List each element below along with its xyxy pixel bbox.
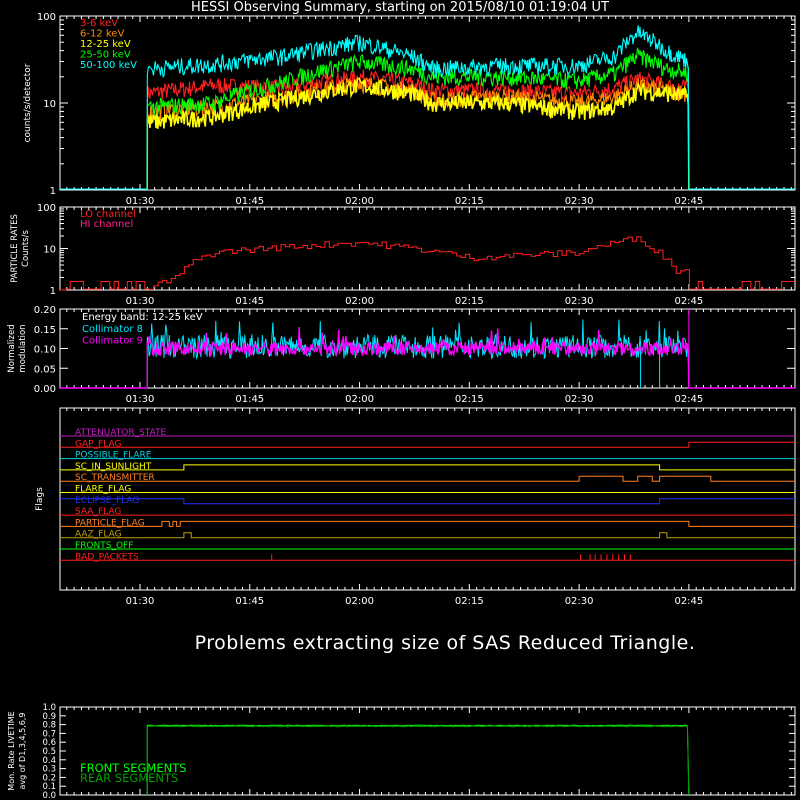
time-tick-label: 02:30 xyxy=(565,394,594,405)
legend-entry: FRONT SEGMENTS xyxy=(80,761,187,775)
time-tick-label: 02:45 xyxy=(674,196,703,207)
livetime-ylabel2: avg of D1,3,4,5,6,9 xyxy=(18,713,27,790)
count-rate-ytick-label: 10 xyxy=(43,99,56,110)
count-rate-ytick-label: 1 xyxy=(50,186,56,197)
time-tick-label: 02:45 xyxy=(674,596,703,607)
flag-label: FRONTS_OFF xyxy=(75,541,133,551)
time-tick-label: 01:45 xyxy=(235,596,264,607)
flag-line-gap-flag xyxy=(60,441,795,448)
time-tick-label: 01:30 xyxy=(126,296,155,307)
livetime-ytick-label: 0.4 xyxy=(42,756,56,766)
time-tick-label: 02:45 xyxy=(674,394,703,405)
time-tick-label: 02:00 xyxy=(345,394,374,405)
livetime-ytick-label: 0.0 xyxy=(42,791,56,800)
modulation-ytick-label: 0.10 xyxy=(34,345,56,356)
livetime-ytick-label: 0.9 xyxy=(42,712,56,722)
livetime-ytick-label: 0.7 xyxy=(42,729,56,739)
series-line-FRONT-SEGMENTS xyxy=(146,724,690,796)
particle-rate-ytick-label: 10 xyxy=(43,245,56,256)
livetime-ytick-label: 0.5 xyxy=(42,747,56,757)
flag-line-eclipse-flag xyxy=(60,498,795,505)
particle-rate-ylabel: PARTICLE RATES xyxy=(10,214,20,283)
livetime-ytick-label: 0.8 xyxy=(42,721,56,731)
flag-label: FLARE_FLAG xyxy=(75,485,131,495)
flag-line-sc-in-sunlight xyxy=(60,464,795,471)
flag-label: AAZ_FLAG xyxy=(75,530,122,540)
legend-entry: 25-50 keV xyxy=(80,50,131,61)
flag-label: ECLIPSE_FLAG xyxy=(75,496,139,506)
legend-entry: Collimator 8 xyxy=(82,324,143,335)
time-tick-label: 02:15 xyxy=(455,296,484,307)
time-tick-label: 01:45 xyxy=(235,296,264,307)
time-tick-label: 02:00 xyxy=(345,596,374,607)
series-line-Collimator-9 xyxy=(60,326,795,389)
flag-line-particle-flag xyxy=(60,520,795,527)
time-tick-label: 01:30 xyxy=(126,394,155,405)
particle-rate-ytick-label: 1 xyxy=(50,286,56,297)
legend-entry: REAR SEGMENTS xyxy=(80,771,178,785)
modulation-ytick-label: 0.15 xyxy=(34,325,56,336)
flag-label: SC_TRANSMITTER xyxy=(75,473,155,483)
time-tick-label: 01:30 xyxy=(126,196,155,207)
livetime-ylabel: Mon. Rate LIVETIME xyxy=(7,711,16,790)
flag-label: PARTICLE_FLAG xyxy=(75,518,145,528)
livetime-ytick-label: 0.3 xyxy=(42,765,56,775)
series-line-12-25-keV xyxy=(146,77,690,191)
livetime-ytick-label: 0.2 xyxy=(42,773,56,783)
particle-rate-ytick-label: 100 xyxy=(37,203,56,214)
modulation-ytick-label: 0.20 xyxy=(34,305,56,316)
livetime-ytick-label: 0.1 xyxy=(42,782,56,792)
legend-entry: 6-12 keV xyxy=(80,29,124,40)
series-line-LO-channel xyxy=(60,236,795,291)
legend-entry: 12-25 keV xyxy=(80,39,131,50)
livetime-ytick-label: 0.6 xyxy=(42,738,56,748)
time-tick-label: 01:45 xyxy=(235,394,264,405)
status-message: Problems extracting size of SAS Reduced … xyxy=(194,632,696,654)
time-tick-label: 02:15 xyxy=(455,394,484,405)
modulation-ylabel2: modulation xyxy=(18,324,28,372)
plot-title: HESSI Observing Summary, starting on 201… xyxy=(191,0,609,15)
flags-ylabel: Flags xyxy=(35,487,45,511)
time-tick-label: 01:45 xyxy=(235,196,264,207)
flag-label: ATTENUATOR_STATE xyxy=(75,428,167,438)
legend-entry: Collimator 9 xyxy=(82,336,143,347)
particle-rate-ylabel2: Counts/s xyxy=(21,229,31,267)
series-line-25-50-keV xyxy=(146,47,690,191)
flag-label: SAA_FLAG xyxy=(75,507,121,517)
flag-label: SC_IN_SUNLIGHT xyxy=(75,462,152,472)
time-tick-label: 02:15 xyxy=(455,196,484,207)
legend-entry: 3-6 keV xyxy=(80,18,118,29)
flag-label: GAP_FLAG xyxy=(75,439,121,449)
count-rate-ylabel: counts/s/detector xyxy=(23,63,33,142)
legend-entry: HI channel xyxy=(80,219,133,230)
time-tick-label: 02:00 xyxy=(345,196,374,207)
series-line-Collimator-8 xyxy=(60,319,795,389)
modulation-ytick-label: 0.05 xyxy=(34,364,56,375)
time-tick-label: 01:30 xyxy=(126,596,155,607)
time-tick-label: 02:30 xyxy=(565,196,594,207)
flag-label: POSSIBLE_FLARE xyxy=(75,451,152,461)
time-tick-label: 02:15 xyxy=(455,596,484,607)
flag-line-aaz-flag xyxy=(60,532,795,539)
modulation-annotation: Energy band: 12-25 keV xyxy=(82,312,203,323)
legend-entry: 50-100 keV xyxy=(80,60,137,71)
flag-line-sc-transmitter xyxy=(60,475,795,482)
flag-label: BAD_PACKETS xyxy=(75,552,139,562)
series-line-REAR-SEGMENTS xyxy=(146,725,690,796)
livetime-ytick-label: 1.0 xyxy=(42,703,56,713)
time-tick-label: 02:30 xyxy=(565,596,594,607)
modulation-ytick-label: 0.00 xyxy=(34,384,56,395)
time-tick-label: 02:00 xyxy=(345,296,374,307)
series-line-3-6-keV xyxy=(146,69,690,191)
time-tick-label: 02:45 xyxy=(674,296,703,307)
particle-rate-panel xyxy=(59,206,796,291)
modulation-ylabel: Normalized xyxy=(7,324,17,372)
legend-entry: LO channel xyxy=(80,209,136,220)
time-tick-label: 02:30 xyxy=(565,296,594,307)
count-rate-ytick-label: 100 xyxy=(37,12,56,23)
series-line-50-100-keV xyxy=(146,25,690,191)
